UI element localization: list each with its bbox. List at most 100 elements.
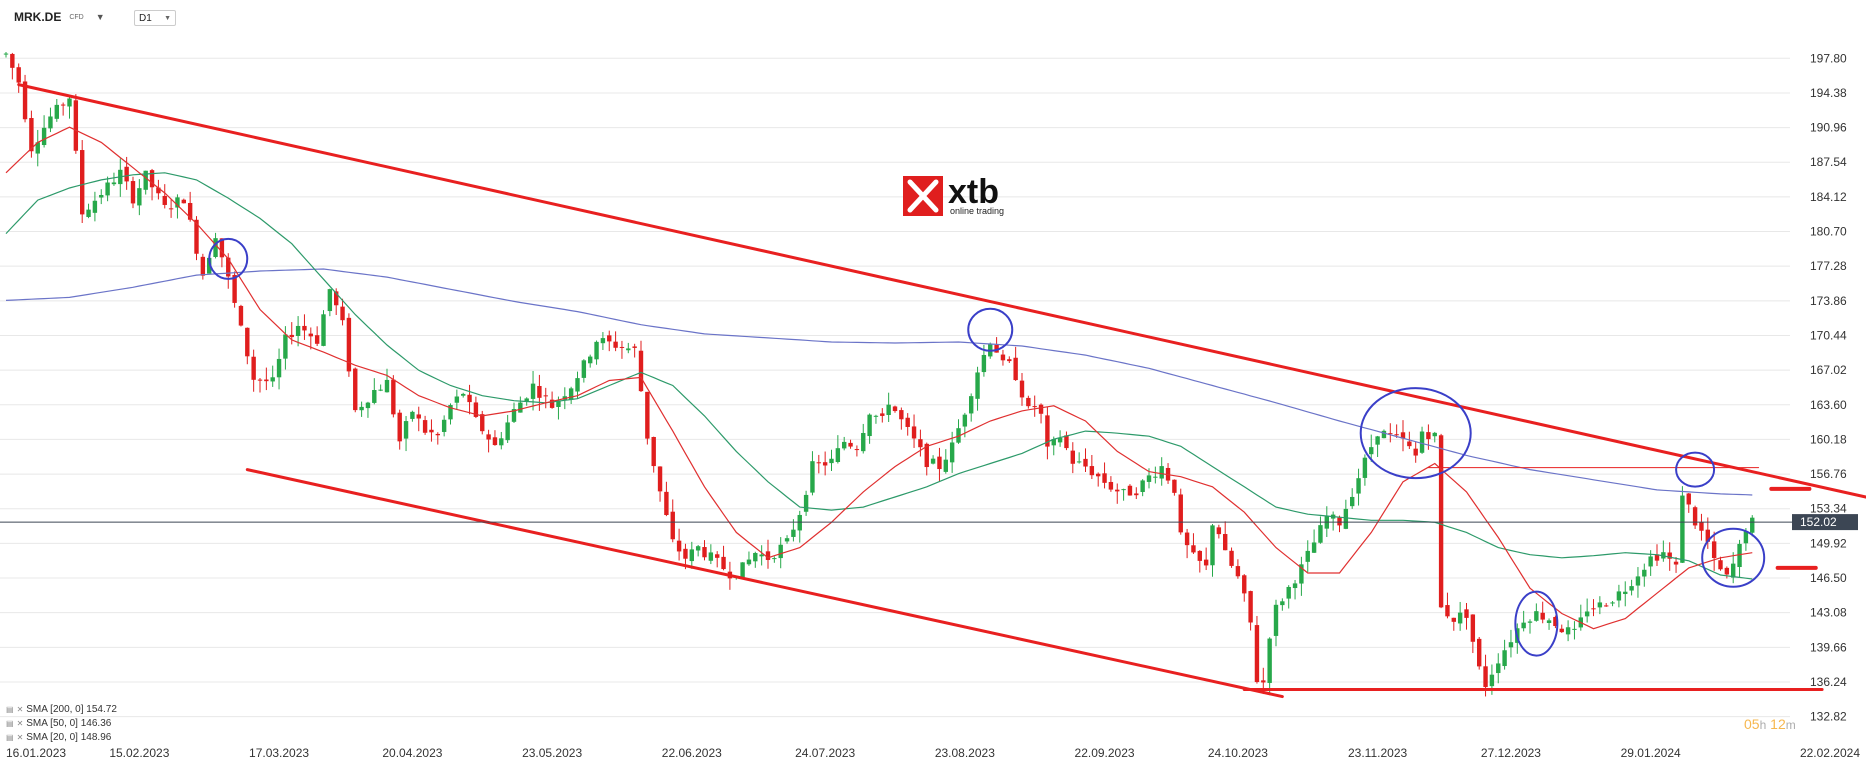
candle-body <box>22 81 28 120</box>
x-tick-label: 27.12.2023 <box>1481 746 1541 760</box>
y-axis: 197.80 194.38 190.96 187.54 184.12 180.70 177.… <box>1810 51 1847 723</box>
candle-body <box>1407 441 1412 447</box>
candle-body <box>314 335 320 344</box>
sma50-line <box>5 172 1753 580</box>
candle-body <box>1718 560 1723 570</box>
candle-body <box>848 442 853 447</box>
candle-body <box>511 409 517 422</box>
x-axis: 16.01.2023 15.02.2023 17.03.2023 20.04.2023… <box>6 746 1860 760</box>
candle-body <box>657 466 663 492</box>
candle-body <box>854 449 860 451</box>
candle-body <box>1311 542 1317 553</box>
candle-body <box>365 402 371 409</box>
settings-icon[interactable]: ▤ <box>6 719 14 728</box>
candle-body <box>1121 489 1126 491</box>
candle-body <box>778 544 783 559</box>
timeframe-select[interactable]: D1 ▼ <box>134 10 176 26</box>
candle-body <box>543 395 548 397</box>
candle-body <box>499 438 504 446</box>
candle-body <box>943 459 948 472</box>
x-tick-label: 17.03.2023 <box>249 746 309 760</box>
candle-body <box>1362 457 1368 478</box>
candle-body <box>619 346 625 348</box>
candle-body <box>480 414 485 432</box>
candle-body <box>518 402 523 413</box>
candle-body <box>1070 450 1075 464</box>
legend-sma200[interactable]: ▤ ✕ SMA [200, 0] 154.72 <box>6 703 117 717</box>
candle-body <box>1432 432 1437 437</box>
candle-body <box>467 394 472 403</box>
candle-body <box>1502 650 1507 667</box>
legend-sma20[interactable]: ▤ ✕ SMA [20, 0] 148.96 <box>6 731 117 745</box>
candle-body <box>1546 620 1552 623</box>
candle-body <box>981 354 987 373</box>
y-tick-label: 160.18 <box>1810 432 1847 446</box>
last-price-tag <box>1792 514 1858 531</box>
y-tick-label: 194.38 <box>1810 86 1847 100</box>
candle-body <box>899 410 904 420</box>
candle-body <box>448 405 453 420</box>
candle-body <box>1457 612 1463 624</box>
candle-body <box>1483 666 1488 688</box>
timeframe-value: D1 <box>139 12 152 24</box>
symbol-name: MRK.DE <box>14 10 62 24</box>
candle-body <box>429 429 434 433</box>
x-tick-label: 22.09.2023 <box>1075 746 1135 760</box>
candle-body <box>1242 575 1247 594</box>
symbol-selector[interactable]: MRK.DE CFD ▼ <box>14 10 105 24</box>
trendline-lower-support <box>245 468 1284 699</box>
candle-body <box>124 166 129 182</box>
settings-icon[interactable]: ▤ <box>6 705 14 714</box>
candle-body <box>1096 473 1101 477</box>
candle-body <box>689 549 694 562</box>
chevron-down-icon[interactable]: ▼ <box>95 12 105 22</box>
y-tick-label: 190.96 <box>1810 121 1847 135</box>
candle-body <box>651 437 656 467</box>
candle-body <box>721 556 726 570</box>
candle-body <box>1534 611 1539 621</box>
sma200-line <box>5 268 1753 496</box>
candle-body <box>1229 550 1234 566</box>
candle-body <box>1731 563 1736 578</box>
candle-body <box>1381 430 1387 439</box>
candle-body <box>99 194 104 198</box>
candle-body <box>334 291 339 306</box>
candle-body <box>861 432 866 452</box>
x-tick-label: 23.05.2023 <box>522 746 582 760</box>
candle-body <box>873 415 879 417</box>
candle-body <box>251 356 256 380</box>
y-tick-label: 187.54 <box>1810 155 1847 169</box>
candle-body <box>327 289 333 312</box>
candle-body <box>537 385 542 398</box>
candle-body <box>626 348 631 351</box>
candle-body <box>461 393 466 396</box>
settings-icon[interactable]: ▤ <box>6 733 14 742</box>
close-icon[interactable]: ✕ <box>16 705 24 714</box>
candle-body <box>384 379 390 393</box>
candle-body <box>588 356 593 364</box>
candle-body <box>746 559 752 565</box>
candle-body <box>835 448 841 463</box>
xtb-logo-tagline: online trading <box>950 206 1004 216</box>
x-tick-label: 23.08.2023 <box>935 746 995 760</box>
close-icon[interactable]: ✕ <box>16 719 24 728</box>
candle-body <box>346 317 352 372</box>
close-icon[interactable]: ✕ <box>16 733 24 742</box>
annotation-circle <box>1359 387 1472 480</box>
candle-body <box>797 514 802 531</box>
countdown-minutes: 12 <box>1770 716 1786 732</box>
candle-body <box>791 529 796 537</box>
candle-body <box>232 274 237 303</box>
candle-body <box>949 442 955 463</box>
candle-body <box>924 443 929 468</box>
candle-body <box>226 257 231 277</box>
trendlines <box>17 83 1866 699</box>
candle-body <box>10 53 15 68</box>
legend-sma50[interactable]: ▤ ✕ SMA [50, 0] 146.36 <box>6 717 117 731</box>
annotation-circle <box>1675 451 1716 488</box>
candle-body <box>867 414 872 437</box>
candle-body <box>1711 541 1717 558</box>
candle-body <box>29 118 34 152</box>
candle-body <box>1737 543 1742 568</box>
